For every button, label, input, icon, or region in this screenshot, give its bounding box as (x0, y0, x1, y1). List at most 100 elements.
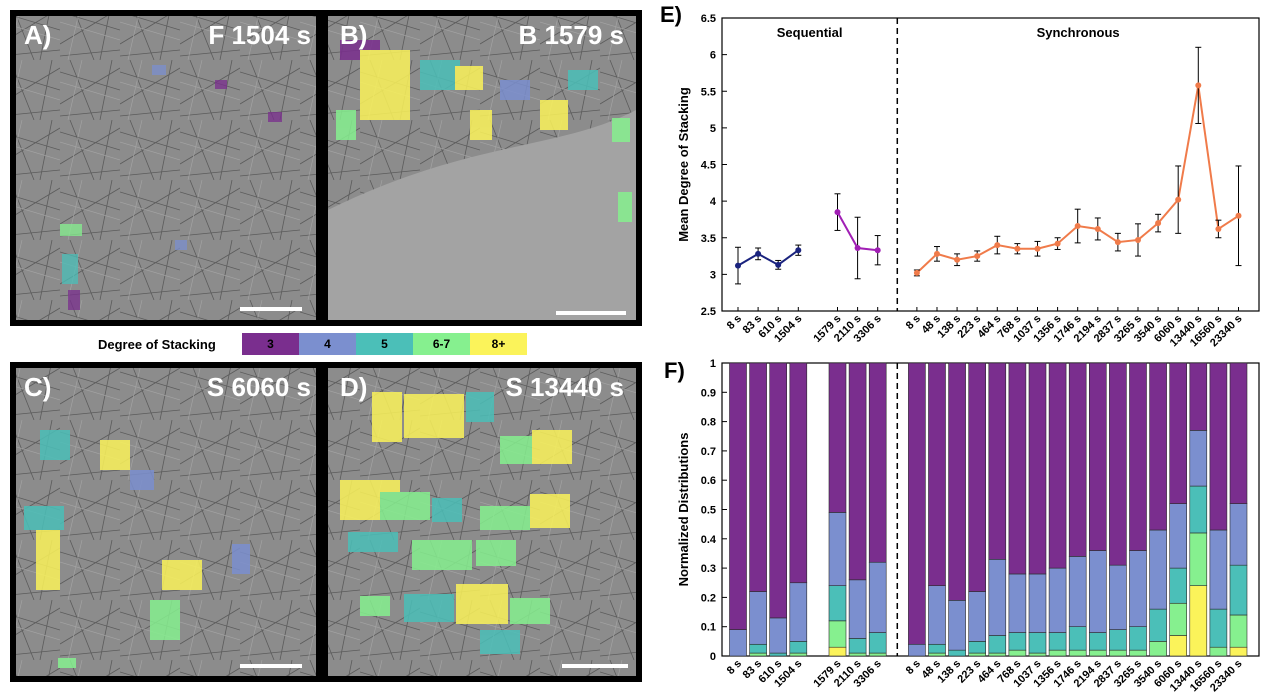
data-point (1175, 196, 1182, 203)
bar-segment (908, 643, 926, 657)
bar-segment (828, 362, 847, 513)
bar-segment (1229, 362, 1248, 504)
bar-segment (1068, 556, 1087, 628)
stacking-overlay-b (336, 40, 632, 222)
bar-segment (1109, 362, 1127, 566)
y-tick-label: 1 (710, 358, 716, 370)
micrograph-grid: A) F 1504 s B) B 1579 s (10, 10, 642, 682)
data-point (1034, 245, 1041, 252)
bar-segment (988, 559, 1007, 636)
bar-segment (789, 641, 808, 654)
bar-segment (1169, 503, 1187, 569)
legend-swatch (356, 333, 413, 355)
bar-segment (868, 652, 887, 657)
scale-bar (240, 664, 302, 668)
data-point (1215, 225, 1222, 232)
data-point (1074, 223, 1081, 230)
bar-segment (1088, 649, 1107, 657)
y-tick-label: 3 (710, 269, 716, 281)
data-point (994, 242, 1001, 249)
bar-segment (1109, 649, 1127, 657)
stacked-bar-chart: 0 0.1 0.2 0.3 0.4 0.5 0.6 0.7 0.8 0.9 1 Normalized … (676, 358, 1260, 694)
bar-segment (1068, 649, 1087, 657)
bar-segment (1088, 632, 1107, 651)
panel-letter: D) (340, 372, 367, 402)
bar-segment (1169, 602, 1187, 636)
data-point (834, 209, 841, 216)
y-tick-label: 0.5 (701, 505, 716, 517)
panel-letter: A) (24, 20, 51, 50)
bar-segment (828, 512, 847, 586)
y-tick-label: 0.1 (701, 622, 716, 634)
bar-segment (928, 585, 946, 645)
y-tick-label: 3.5 (701, 233, 716, 245)
legend-title: Degree of Stacking (98, 337, 216, 352)
data-point (954, 256, 961, 263)
y-tick-label: 5.5 (701, 86, 716, 98)
legend-label: 6-7 (433, 337, 451, 351)
y-tick-label: 0.9 (701, 387, 716, 399)
bar-segment (1048, 362, 1067, 569)
bar-segment (1129, 649, 1147, 657)
y-tick-label: 0.2 (701, 592, 716, 604)
legend-swatch (413, 333, 470, 355)
bar-segment (1229, 614, 1248, 648)
bar-segment (1048, 632, 1067, 651)
bar-segment (749, 591, 767, 645)
bar-segment (1068, 362, 1087, 557)
bar-segment (968, 652, 986, 657)
bar-segment (1088, 362, 1107, 551)
bar-segment (1028, 362, 1047, 575)
legend-swatch (242, 333, 299, 355)
bar-segment (749, 643, 767, 654)
stacking-overlay-a (60, 65, 282, 310)
bar-segment (988, 362, 1007, 560)
bar-segment (968, 591, 986, 642)
bar-segment (968, 362, 986, 592)
scale-bar (562, 664, 628, 668)
data-point (913, 269, 920, 276)
data-point (1114, 239, 1121, 246)
bar-segment (789, 362, 808, 584)
bar-segment (1169, 567, 1187, 604)
bar-segment (1229, 564, 1248, 616)
bar-segment (1189, 532, 1208, 586)
data-point (874, 247, 881, 254)
y-tick-label: 5 (710, 123, 716, 135)
bar-segment (789, 582, 808, 642)
bar-segment (968, 641, 986, 654)
bar-segment (948, 600, 966, 651)
panel-letter: C) (24, 372, 51, 402)
charts-area: E) F) 2.5 3 3.5 4 4.5 5 5.5 6 6.5 Mean Degree of … (660, 2, 1260, 694)
bar-segment (1189, 362, 1208, 431)
y-tick-label: 0 (710, 651, 716, 663)
bar-segment (1129, 362, 1147, 551)
panel-time-label: F 1504 s (208, 20, 311, 50)
data-point (1054, 240, 1061, 247)
bar-segment (769, 617, 787, 654)
bar-segment (729, 629, 747, 657)
data-point (1094, 225, 1101, 232)
micrograph-c: C) S 6060 s (10, 362, 322, 682)
bar-segment (848, 362, 867, 581)
y-tick-label: 2.5 (701, 306, 716, 318)
stacking-overlay-c (24, 430, 250, 668)
y-tick-label: 0.8 (701, 417, 716, 429)
bar-segment (1048, 567, 1067, 633)
bar-segment (1088, 550, 1107, 633)
bar-segment (828, 585, 847, 622)
bar-segment (848, 579, 867, 639)
region-label: Synchronous (1037, 25, 1120, 40)
bar-segment (1109, 629, 1127, 651)
bar-segment (749, 362, 767, 592)
y-tick-label: 4.5 (701, 160, 716, 172)
y-tick-label: 6.5 (701, 13, 716, 25)
bar-segment (1209, 646, 1228, 657)
bar-segment (1169, 362, 1187, 504)
bar-segment (1209, 529, 1228, 610)
data-point (1155, 220, 1162, 227)
data-point (1195, 82, 1202, 89)
legend-label: 4 (324, 337, 331, 351)
panel-letter-e: E) (660, 2, 682, 27)
bar-segment (1008, 632, 1027, 651)
